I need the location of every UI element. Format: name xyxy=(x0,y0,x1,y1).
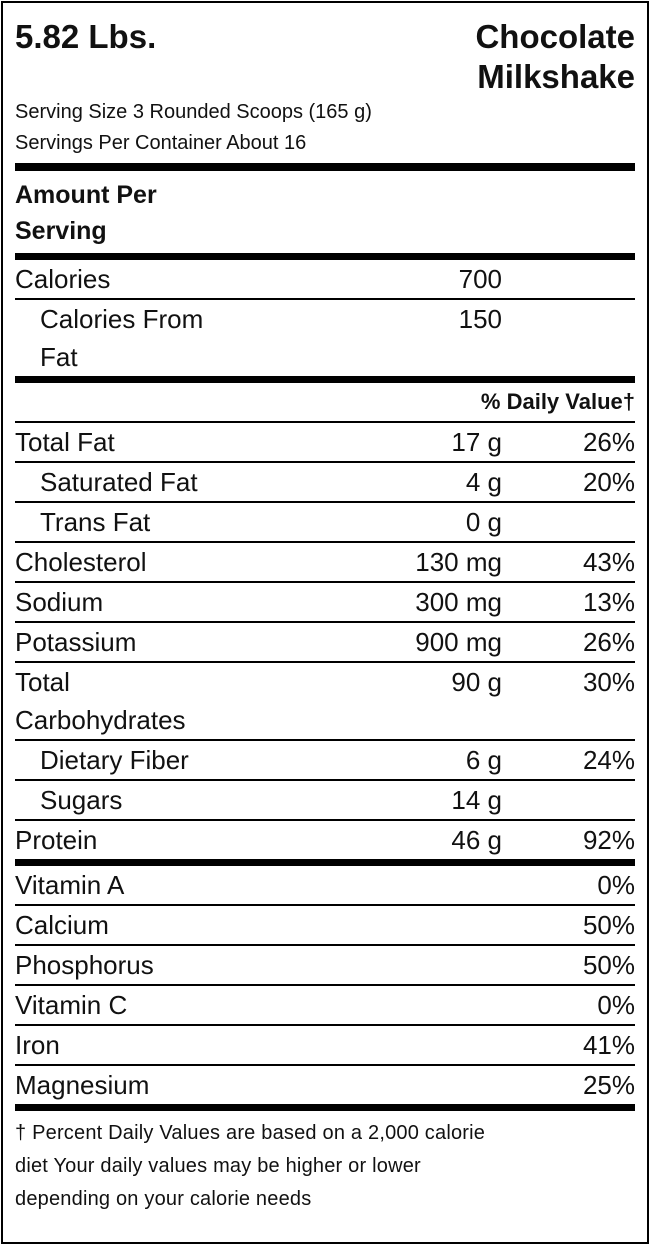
footnote-line2: diet Your daily values may be higher or … xyxy=(15,1155,421,1177)
net-weight: 5.82 Lbs. xyxy=(15,18,157,55)
divider-thick xyxy=(15,163,635,171)
serving-size: Serving Size 3 Rounded Scoops (165 g) xyxy=(15,101,372,123)
label-header: 5.82 Lbs. Chocolate Milkshake xyxy=(15,3,635,97)
nutrient-name-line2: Carbohydrates xyxy=(15,705,186,735)
divider-medium xyxy=(15,1104,635,1111)
nutrient-amount: 17 g xyxy=(451,427,502,457)
vitamin-daily-value: 0% xyxy=(597,990,635,1020)
vitamin-row: Calcium 50% xyxy=(15,906,635,946)
nutrient-daily-value: 24% xyxy=(582,745,635,775)
vitamin-daily-value: 50% xyxy=(582,910,635,940)
nutrient-name: Sugars xyxy=(40,785,123,815)
product-name: Chocolate Milkshake xyxy=(475,17,635,97)
vitamin-daily-value: 50% xyxy=(582,950,635,980)
vitamin-name: Vitamin C xyxy=(15,990,128,1020)
nutrient-name: Total Carbohydrates xyxy=(15,663,405,739)
nutrient-daily-value: 26% xyxy=(582,627,635,657)
nutrient-daily-value: 26% xyxy=(582,427,635,457)
vitamin-row: Magnesium 25% xyxy=(15,1066,635,1104)
servings-per-container: Servings Per Container About 16 xyxy=(15,132,307,154)
vitamin-name: Calcium xyxy=(15,910,109,940)
divider-medium xyxy=(15,859,635,866)
nutrient-amount: 0 g xyxy=(465,507,502,537)
calories-from-fat-line2: Fat xyxy=(40,342,78,372)
nutrient-daily-value: 92% xyxy=(582,825,635,855)
nutrient-row: Dietary Fiber 6 g 24% xyxy=(15,741,635,781)
divider-medium xyxy=(15,376,635,383)
vitamin-daily-value: 0% xyxy=(597,870,635,900)
divider-medium xyxy=(15,253,635,260)
vitamin-row: Vitamin C 0% xyxy=(15,986,635,1026)
product-name-line2: Milkshake xyxy=(477,58,635,95)
nutrient-amount: 300 mg xyxy=(415,587,502,617)
footnote: † Percent Daily Values are based on a 2,… xyxy=(15,1111,635,1216)
vitamin-name: Vitamin A xyxy=(15,870,125,900)
amount-per-serving-line1: Amount Per xyxy=(15,181,157,209)
calories-value: 700 xyxy=(458,264,502,294)
calories-from-fat-label: Calories From Fat xyxy=(15,300,405,376)
calories-from-fat-row: Calories From Fat 150 xyxy=(15,300,635,376)
nutrient-amount: 900 mg xyxy=(415,627,502,657)
nutrient-amount: 6 g xyxy=(465,745,502,775)
footnote-line3: depending on your calorie needs xyxy=(15,1188,312,1210)
nutrient-row: Cholesterol 130 mg 43% xyxy=(15,543,635,583)
vitamin-name: Phosphorus xyxy=(15,950,154,980)
nutrient-daily-value: 20% xyxy=(582,467,635,497)
nutrient-name: Sodium xyxy=(15,587,104,617)
product-name-line1: Chocolate xyxy=(475,18,635,55)
nutrient-name: Dietary Fiber xyxy=(40,745,189,775)
nutrient-row: Sodium 300 mg 13% xyxy=(15,583,635,623)
nutrient-name: Total Fat xyxy=(15,427,115,457)
vitamin-name: Iron xyxy=(15,1030,60,1060)
nutrient-row: Total Carbohydrates 90 g 30% xyxy=(15,663,635,741)
nutrient-amount: 130 mg xyxy=(415,547,502,577)
nutrient-name-line1: Total xyxy=(15,667,70,697)
vitamin-row: Iron 41% xyxy=(15,1026,635,1066)
nutrient-row: Potassium 900 mg 26% xyxy=(15,623,635,663)
vitamin-name: Magnesium xyxy=(15,1070,150,1100)
nutrient-name: Protein xyxy=(15,825,98,855)
nutrient-name: Saturated Fat xyxy=(40,467,198,497)
nutrient-amount: 4 g xyxy=(465,467,502,497)
nutrient-row: Sugars 14 g xyxy=(15,781,635,821)
amount-per-serving-line2: Serving xyxy=(15,217,107,245)
nutrient-daily-value: 43% xyxy=(582,547,635,577)
vitamin-daily-value: 25% xyxy=(582,1070,635,1100)
nutrient-row: Protein 46 g 92% xyxy=(15,821,635,859)
nutrient-daily-value: 30% xyxy=(582,667,635,697)
calories-row: Calories 700 xyxy=(15,260,635,300)
vitamin-daily-value: 41% xyxy=(582,1030,635,1060)
calories-from-fat-value: 150 xyxy=(458,304,502,334)
nutrient-name: Trans Fat xyxy=(40,507,151,537)
nutrient-amount: 14 g xyxy=(451,785,502,815)
nutrient-amount: 46 g xyxy=(451,825,502,855)
nutrient-row: Total Fat 17 g 26% xyxy=(15,423,635,463)
nutrient-daily-value: 13% xyxy=(582,587,635,617)
vitamin-row: Phosphorus 50% xyxy=(15,946,635,986)
nutrient-row: Trans Fat 0 g xyxy=(15,503,635,543)
calories-label: Calories xyxy=(15,264,111,294)
nutrient-row: Saturated Fat 4 g 20% xyxy=(15,463,635,503)
daily-value-header: % Daily Value† xyxy=(15,383,635,423)
vitamin-row: Vitamin A 0% xyxy=(15,866,635,906)
nutrient-amount: 90 g xyxy=(451,667,502,697)
footnote-line1: † Percent Daily Values are based on a 2,… xyxy=(15,1122,486,1144)
amount-per-serving: Amount Per Serving xyxy=(15,171,635,253)
calories-from-fat-line1: Calories From xyxy=(40,304,204,334)
nutrient-name: Cholesterol xyxy=(15,547,147,577)
nutrient-name: Potassium xyxy=(15,627,137,657)
